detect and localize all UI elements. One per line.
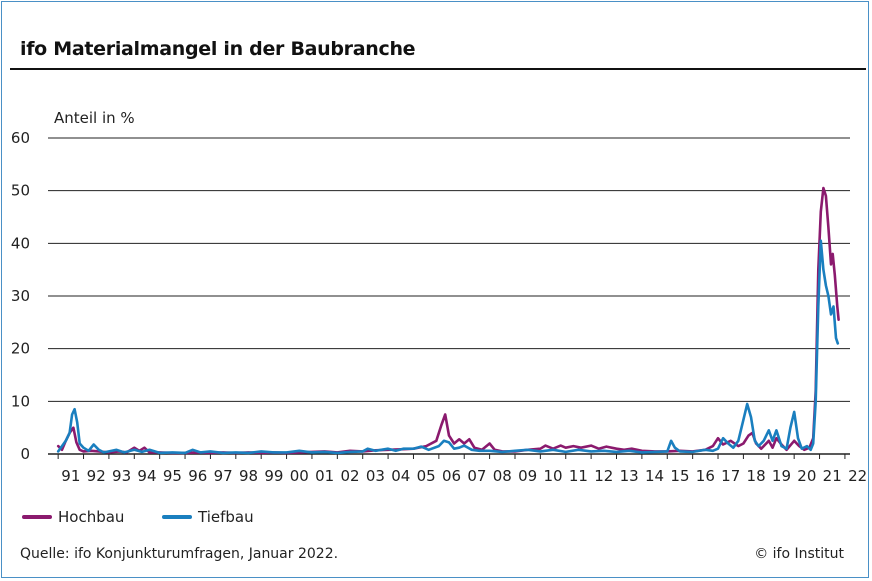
chart-title: ifo Materialmangel in der Baubranche [20, 38, 416, 60]
grid-lines [48, 137, 850, 455]
series-lines [56, 186, 840, 455]
x-tick-label-17: 17 [721, 467, 740, 485]
x-tick-label-02: 02 [340, 467, 359, 485]
x-tick-label-99: 99 [264, 467, 283, 485]
x-tick-label-01: 01 [315, 467, 334, 485]
y-tick-label-0: 0 [20, 445, 30, 463]
x-tick-label-96: 96 [188, 467, 207, 485]
x-tick-label-05: 05 [417, 467, 436, 485]
x-tick-label-10: 10 [544, 467, 563, 485]
x-tick-label-00: 00 [290, 467, 309, 485]
legend-label-tiefbau: Tiefbau [198, 508, 254, 526]
y-tick-label-40: 40 [11, 234, 30, 252]
series-line-hochbau [56, 186, 840, 455]
x-tick-label-03: 03 [366, 467, 385, 485]
y-tick-label-10: 10 [11, 392, 30, 410]
x-tick-label-11: 11 [569, 467, 588, 485]
y-tick-label-20: 20 [11, 340, 30, 358]
x-tick-label-19: 19 [772, 467, 791, 485]
x-tick-label-13: 13 [620, 467, 639, 485]
legend-item-tiefbau: Tiefbau [162, 508, 254, 526]
legend-item-hochbau: Hochbau [22, 508, 124, 526]
x-tick-label-97: 97 [214, 467, 233, 485]
legend-swatch-hochbau [22, 515, 52, 519]
x-tick-label-07: 07 [467, 467, 486, 485]
x-tick-label-06: 06 [442, 467, 461, 485]
y-tick-label-60: 60 [11, 129, 30, 147]
x-tick-label-12: 12 [594, 467, 613, 485]
x-tick-label-92: 92 [87, 467, 106, 485]
legend-label-hochbau: Hochbau [58, 508, 125, 526]
y-axis-ticks: 0 10 20 30 40 50 60 [11, 129, 30, 463]
x-tick-label-95: 95 [163, 467, 182, 485]
x-tick-label-15: 15 [670, 467, 689, 485]
x-tick-label-98: 98 [239, 467, 258, 485]
x-tick-label-20: 20 [797, 467, 816, 485]
x-tick-label-21: 21 [823, 467, 842, 485]
copyright: © ifo Institut [754, 546, 844, 562]
x-axis-ticks: 91 92 93 94 95 96 97 98 99 00 01 02 03 04 05 06 07 08 09 10… [57, 454, 867, 485]
x-tick-label-18: 18 [747, 467, 766, 485]
x-tick-label-09: 09 [518, 467, 537, 485]
series-line-tiefbau [56, 239, 840, 455]
x-tick-label-04: 04 [391, 467, 410, 485]
x-tick-label-93: 93 [112, 467, 131, 485]
x-tick-label-16: 16 [696, 467, 715, 485]
x-tick-label-08: 08 [493, 467, 512, 485]
x-tick-label-94: 94 [137, 467, 156, 485]
legend-swatch-tiefbau [162, 515, 192, 519]
y-tick-label-30: 30 [11, 287, 30, 305]
x-tick-label-22: 22 [848, 467, 867, 485]
y-axis-label: Anteil in % [54, 109, 135, 127]
source-note: Quelle: ifo Konjunkturumfragen, Januar 2… [20, 546, 339, 562]
title-rule [10, 68, 866, 70]
x-tick-label-14: 14 [645, 467, 664, 485]
x-tick-label-91: 91 [61, 467, 80, 485]
y-tick-label-50: 50 [11, 182, 30, 200]
